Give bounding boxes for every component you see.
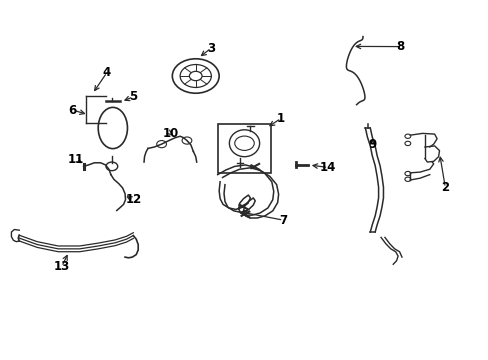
Text: 2: 2 [441,181,448,194]
Text: 5: 5 [129,90,137,103]
Text: 11: 11 [68,153,84,166]
Bar [217,125,271,173]
Text: 1: 1 [276,112,285,125]
Text: 14: 14 [320,161,336,174]
Text: 6: 6 [69,104,77,117]
Text: 12: 12 [125,193,141,206]
Text: 13: 13 [53,260,70,273]
Text: 3: 3 [207,41,215,54]
Text: 9: 9 [367,138,376,151]
Text: 7: 7 [279,214,287,227]
Text: 10: 10 [162,127,178,140]
Text: 4: 4 [102,66,111,79]
Text: 8: 8 [396,40,404,53]
